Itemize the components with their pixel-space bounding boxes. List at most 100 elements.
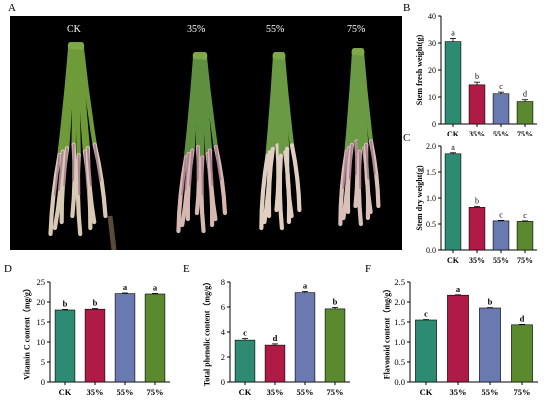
y-tick-label: 1.5 <box>394 317 405 327</box>
bar-ck <box>234 339 256 383</box>
y-tick-label: 2.0 <box>394 297 405 307</box>
spear-green <box>359 49 374 144</box>
spear-purple-tint <box>53 153 61 196</box>
y-tick-label: 0.0 <box>394 377 405 387</box>
y-tick-label: 20 <box>37 297 46 307</box>
panel-letter-a: A <box>8 2 16 14</box>
y-tick-label: 40 <box>428 12 436 21</box>
bar-75pct <box>511 324 533 383</box>
significance-letter: a <box>153 282 158 292</box>
spear-purple-tint <box>63 146 69 187</box>
y-axis-label: Stem dry weight(g) <box>415 165 424 231</box>
spear-purple-tint <box>201 156 205 196</box>
bar-55pct <box>294 292 316 383</box>
asparagus-bundle <box>338 48 381 227</box>
panel-letter-f: F <box>365 263 372 275</box>
bar-55pct <box>492 220 510 251</box>
bar-ck <box>415 319 437 383</box>
spear-base <box>266 146 275 219</box>
significance-letter: a <box>456 284 461 294</box>
bar-35pct <box>447 294 469 383</box>
spear-purple-tint <box>189 149 194 186</box>
chart-vitamin-c: 0 5 10 15 20 25 Vitamin C content（mg/g） b CK b 35%… <box>22 277 170 397</box>
spear-tip <box>202 52 208 60</box>
spear-purple-tint <box>348 143 353 180</box>
x-tick-label: 55% <box>493 256 509 265</box>
spear-tip <box>359 48 365 56</box>
significance-letter: b <box>475 196 479 205</box>
y-tick-label: 30 <box>428 39 436 48</box>
x-tick-label: 35% <box>469 256 485 265</box>
x-tick-label: 75% <box>147 387 164 397</box>
y-tick-label: 0.0 <box>426 246 436 255</box>
y-axis-label: Flavonoid content（mg/g） <box>382 285 392 379</box>
spear-purple-tint <box>184 152 190 191</box>
spear-tip <box>280 52 286 60</box>
spear-purple-tint <box>208 149 214 186</box>
y-tick-label: 0 <box>41 377 45 387</box>
significance-letter: b <box>488 297 493 307</box>
spear-purple-tint <box>365 143 370 180</box>
significance-letter: c <box>499 210 503 219</box>
significance-letter: c <box>523 211 527 220</box>
y-tick-label: 1.0 <box>394 337 405 347</box>
significance-letter: a <box>123 282 128 292</box>
bar-75pct <box>516 101 534 125</box>
spear-purple-tint <box>83 150 89 191</box>
photo-label-ck: CK <box>67 24 81 35</box>
asparagus-bundle <box>48 42 108 237</box>
spear-purple-tint <box>57 150 64 191</box>
x-tick-label: CK <box>447 130 460 136</box>
significance-letter: c <box>243 328 247 338</box>
panel-letter-d: D <box>4 263 12 275</box>
x-tick-label: 75% <box>327 387 344 397</box>
chart-total-phenolic: 0 2 4 6 8 Total phenolic content（mg/g） c CK d 35%… <box>202 277 350 397</box>
x-tick-label: 55% <box>493 130 509 136</box>
x-tick-label: CK <box>420 387 433 397</box>
significance-letter: a <box>451 28 455 37</box>
y-tick-label: 8 <box>221 277 225 287</box>
chart-stem-fresh-weight: 0 10 20 30 40 Stem fresh weight(g) a CK b 35% c 55%… <box>415 12 537 136</box>
bar-ck <box>444 153 462 251</box>
bar-55pct <box>479 307 501 383</box>
bar-ck <box>444 41 462 125</box>
y-tick-label: 0 <box>432 120 436 129</box>
bar-35pct <box>468 84 486 125</box>
panel-letter-c: C <box>403 132 411 144</box>
asparagus-illustration <box>48 42 381 251</box>
significance-letter: b <box>63 298 68 308</box>
spear-base <box>259 153 270 231</box>
spear-tip <box>78 42 85 50</box>
bar-ck <box>54 309 76 383</box>
y-tick-label: 2 <box>221 352 225 362</box>
spear-base <box>284 146 294 219</box>
significance-letter: d <box>520 313 525 323</box>
x-tick-label: CK <box>59 387 72 397</box>
x-tick-label: 35% <box>450 387 467 397</box>
y-tick-label: 4 <box>221 327 226 337</box>
spear-base <box>289 143 302 213</box>
asparagus-photo: CK 35% 55% 75% <box>10 16 402 251</box>
photo-label-35: 35% <box>187 24 206 35</box>
spear-purple-tint <box>342 150 348 189</box>
y-tick-label: 10 <box>37 337 46 347</box>
y-tick-label: 20 <box>428 66 436 75</box>
y-tick-label: 0.5 <box>426 220 436 229</box>
x-tick-label: 75% <box>514 387 531 397</box>
spear-purple-tint <box>181 156 188 196</box>
y-tick-label: 6 <box>221 302 225 312</box>
x-tick-label: 75% <box>517 130 533 136</box>
y-tick-label: 10 <box>428 93 436 102</box>
y-tick-label: 5 <box>41 357 45 367</box>
spear-purple-tint <box>86 146 93 187</box>
x-tick-label: CK <box>447 256 460 265</box>
spear-purple-tint <box>71 143 75 182</box>
spear-green <box>280 53 295 148</box>
bar-35pct <box>468 207 486 251</box>
spear-purple-tint <box>369 140 376 175</box>
y-tick-label: 0 <box>221 377 225 387</box>
bar-55pct <box>492 93 510 125</box>
stem-stub <box>107 215 117 251</box>
y-tick-label: 25 <box>37 277 46 287</box>
